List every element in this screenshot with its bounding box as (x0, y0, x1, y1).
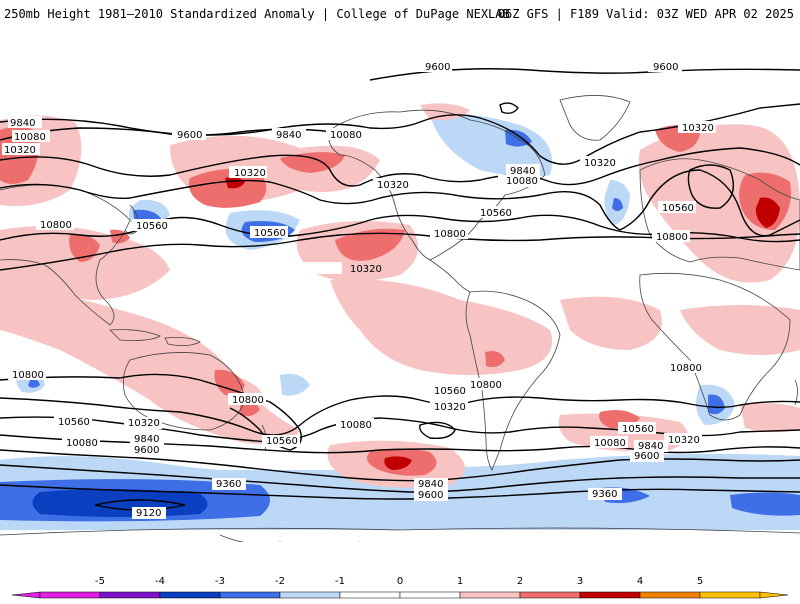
contour-label: 10800 (656, 232, 688, 243)
contour-label: 10080 (330, 130, 362, 141)
colorbar-segment (519, 591, 581, 599)
contour-label: 9600 (653, 62, 678, 73)
colorbar-segment (219, 591, 281, 599)
contour-label: 9360 (216, 479, 241, 490)
contour-label: 9840 (10, 118, 35, 129)
contour-label: 10560 (266, 436, 298, 447)
colorbar-tick-label: -4 (155, 576, 165, 587)
colorbar-segment (639, 591, 701, 599)
contour-label: 10560 (136, 221, 168, 232)
contour-label: 10800 (670, 363, 702, 374)
colorbar-segment (99, 591, 161, 599)
colorbar-segment (159, 591, 221, 599)
contour-label: 10080 (594, 438, 626, 449)
colorbar-segment (699, 591, 761, 599)
contour-label: 10320 (668, 435, 700, 446)
header: 250mb Height 1981–2010 Standardized Anom… (0, 0, 800, 30)
colorbar-segment (279, 591, 341, 599)
contour-label: 9840 (418, 479, 443, 490)
contour-label: 10080 (66, 438, 98, 449)
colorbar-segment (339, 591, 401, 599)
contour-label: 10320 (377, 180, 409, 191)
contour-label: 9840 (638, 441, 663, 452)
contour-label: 10320 (434, 402, 466, 413)
contour-label: 10560 (254, 228, 286, 239)
contour-label: 9120 (136, 508, 161, 519)
contour-label: 9600 (177, 130, 202, 141)
contour-labels: 9600 9600 9600 9840 10080 10320 9840 100… (2, 60, 716, 519)
contour-label: 10080 (506, 176, 538, 187)
contour-label: 9600 (418, 490, 443, 501)
contour-label: 10560 (662, 203, 694, 214)
map-title: 250mb Height 1981–2010 Standardized Anom… (4, 7, 510, 21)
colorbar-tick-label: 1 (457, 576, 463, 587)
model-run-info: 06Z GFS | F189 Valid: 03Z WED APR 02 202… (497, 7, 794, 21)
colorbar-segment (39, 591, 101, 599)
colorbar-tick-label: -2 (275, 576, 285, 587)
contour-label: 10320 (350, 264, 382, 275)
colorbar-tick-label: 3 (577, 576, 583, 587)
contour-label: 10560 (434, 386, 466, 397)
contour-label: 10800 (232, 395, 264, 406)
colorbar-ticks: -5 -4 -3 -2 -1 0 1 2 3 4 5 (95, 576, 703, 587)
contour-label: 10320 (128, 418, 160, 429)
anomaly-map: 9600 9600 9600 9840 10080 10320 9840 100… (0, 30, 800, 542)
colorbar-min-arrow (11, 591, 41, 599)
contour-label: 9840 (276, 130, 301, 141)
contour-label: 9600 (134, 445, 159, 456)
colorbar-tick-label: -5 (95, 576, 105, 587)
anomaly-pos3-shading (225, 177, 780, 470)
contour-label: 10320 (682, 123, 714, 134)
colorbar-segment (399, 591, 461, 599)
colorbar-tick-label: 0 (397, 576, 403, 587)
colorbar-tick-label: 5 (697, 576, 703, 587)
colorbar-segments (11, 591, 789, 599)
colorbar-tick-label: -3 (215, 576, 225, 587)
colorbar-tick-label: 4 (637, 576, 643, 587)
anomaly-colorbar: -5 -4 -3 -2 -1 0 1 2 3 4 5 (0, 572, 800, 600)
colorbar-segment (579, 591, 641, 599)
contour-label: 9600 (425, 62, 450, 73)
contour-label: 10800 (12, 370, 44, 381)
contour-label: 10560 (480, 208, 512, 219)
map-canvas: 9600 9600 9600 9840 10080 10320 9840 100… (0, 30, 800, 542)
contour-label: 10800 (40, 220, 72, 231)
colorbar-max-arrow (759, 591, 789, 599)
contour-label: 10320 (584, 158, 616, 169)
contour-label: 9360 (592, 489, 617, 500)
colorbar-tick-label: -1 (335, 576, 345, 587)
contour-label: 10800 (470, 380, 502, 391)
contour-label: 10080 (14, 132, 46, 143)
contour-label: 10320 (4, 145, 36, 156)
colorbar-canvas: -5 -4 -3 -2 -1 0 1 2 3 4 5 (11, 576, 789, 599)
contour-label: 9600 (634, 451, 659, 462)
colorbar-segment (459, 591, 521, 599)
contour-label: 10560 (622, 424, 654, 435)
contour-label: 10800 (434, 229, 466, 240)
contour-label: 10080 (340, 420, 372, 431)
contour-label: 10320 (234, 168, 266, 179)
contour-label: 9840 (510, 166, 535, 177)
contour-label: 9840 (134, 434, 159, 445)
contour-label: 10560 (58, 417, 90, 428)
colorbar-tick-label: 2 (517, 576, 523, 587)
